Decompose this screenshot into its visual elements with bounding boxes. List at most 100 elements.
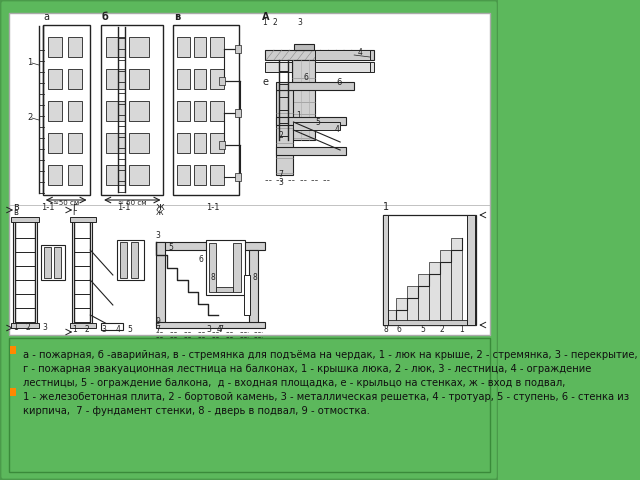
- Bar: [440, 250, 451, 322]
- Bar: [106, 165, 125, 185]
- Bar: [292, 60, 316, 140]
- Bar: [48, 101, 62, 121]
- Text: г: г: [72, 202, 77, 212]
- Text: лестницы, 5 - ограждение балкона,  д - входная площадка, е - крыльцо на стенках,: лестницы, 5 - ограждение балкона, д - вх…: [23, 378, 566, 388]
- Bar: [249, 250, 259, 325]
- Bar: [177, 101, 190, 121]
- Bar: [316, 50, 370, 60]
- Text: 7: 7: [278, 170, 284, 179]
- Bar: [129, 133, 148, 153]
- Bar: [220, 141, 225, 149]
- Text: 2: 2: [278, 131, 284, 140]
- Text: 1: 1: [72, 325, 77, 334]
- Bar: [106, 37, 125, 57]
- Bar: [10, 338, 490, 472]
- Bar: [131, 242, 138, 278]
- Bar: [235, 109, 241, 117]
- Text: 6: 6: [303, 73, 308, 82]
- Text: в: в: [13, 208, 18, 217]
- Bar: [396, 298, 407, 322]
- Bar: [234, 243, 241, 292]
- Text: 8: 8: [384, 325, 388, 334]
- Bar: [156, 242, 264, 250]
- Bar: [70, 323, 96, 328]
- Bar: [429, 262, 440, 322]
- Bar: [129, 165, 148, 185]
- Text: 1-1: 1-1: [116, 203, 131, 212]
- Text: 7: 7: [218, 325, 223, 334]
- Bar: [106, 69, 125, 89]
- Text: 5: 5: [168, 243, 173, 252]
- Text: 1: 1: [28, 58, 33, 67]
- Text: 6: 6: [336, 78, 342, 87]
- Bar: [177, 165, 190, 185]
- Text: е: е: [262, 77, 268, 87]
- Bar: [48, 69, 62, 89]
- Text: 1: 1: [296, 111, 301, 120]
- Bar: [156, 242, 165, 325]
- Bar: [235, 45, 241, 53]
- Bar: [385, 320, 467, 325]
- Bar: [383, 215, 476, 325]
- Text: 8: 8: [253, 273, 258, 282]
- Bar: [316, 62, 370, 72]
- Bar: [276, 147, 346, 155]
- Bar: [43, 25, 90, 195]
- Text: 2: 2: [28, 113, 33, 122]
- Bar: [13, 220, 36, 325]
- Text: 5: 5: [420, 325, 425, 334]
- Bar: [68, 165, 82, 185]
- Text: б: б: [102, 12, 109, 22]
- Bar: [235, 173, 241, 181]
- Bar: [68, 37, 82, 57]
- Bar: [194, 69, 206, 89]
- Text: 4: 4: [216, 325, 221, 334]
- Text: 1-1: 1-1: [206, 203, 220, 212]
- Text: 2: 2: [273, 18, 277, 27]
- Bar: [72, 220, 92, 325]
- Text: ≈ 60 см: ≈ 60 см: [118, 200, 147, 206]
- Bar: [194, 37, 206, 57]
- Bar: [10, 13, 490, 335]
- Text: 2: 2: [84, 325, 89, 334]
- Bar: [54, 247, 61, 278]
- Bar: [106, 101, 125, 121]
- Text: ж: ж: [156, 208, 163, 217]
- Bar: [220, 77, 225, 85]
- Bar: [294, 44, 314, 50]
- Bar: [101, 323, 123, 330]
- Bar: [210, 101, 224, 121]
- Bar: [70, 217, 96, 222]
- Text: А: А: [262, 12, 270, 22]
- Text: 7: 7: [156, 325, 161, 334]
- Bar: [264, 50, 374, 60]
- Bar: [41, 245, 65, 280]
- Bar: [407, 286, 418, 322]
- Text: 9: 9: [156, 317, 161, 326]
- Bar: [68, 69, 82, 89]
- Bar: [216, 287, 234, 292]
- FancyBboxPatch shape: [0, 0, 498, 480]
- Text: 4: 4: [358, 48, 363, 57]
- Text: кирпича,  7 - фундамент стенки, 8 - дверь в подвал, 9 - отмостка.: кирпича, 7 - фундамент стенки, 8 - дверь…: [23, 406, 370, 416]
- Text: в: в: [174, 12, 180, 22]
- Text: 1: 1: [13, 323, 18, 332]
- Bar: [276, 90, 293, 175]
- Bar: [210, 37, 224, 57]
- Bar: [383, 215, 388, 325]
- Bar: [129, 69, 148, 89]
- Text: ж: ж: [156, 202, 164, 212]
- Text: 3: 3: [43, 323, 48, 332]
- Bar: [101, 25, 163, 195]
- Bar: [129, 37, 148, 57]
- Text: 3: 3: [101, 325, 106, 334]
- Text: 1: 1: [383, 202, 389, 212]
- Text: 1: 1: [262, 18, 267, 27]
- Text: 2: 2: [26, 323, 31, 332]
- Bar: [48, 37, 62, 57]
- Text: 4: 4: [115, 325, 120, 334]
- Bar: [129, 101, 148, 121]
- Bar: [11, 217, 39, 222]
- Text: ≈50 см: ≈50 см: [53, 200, 79, 206]
- Bar: [467, 215, 475, 325]
